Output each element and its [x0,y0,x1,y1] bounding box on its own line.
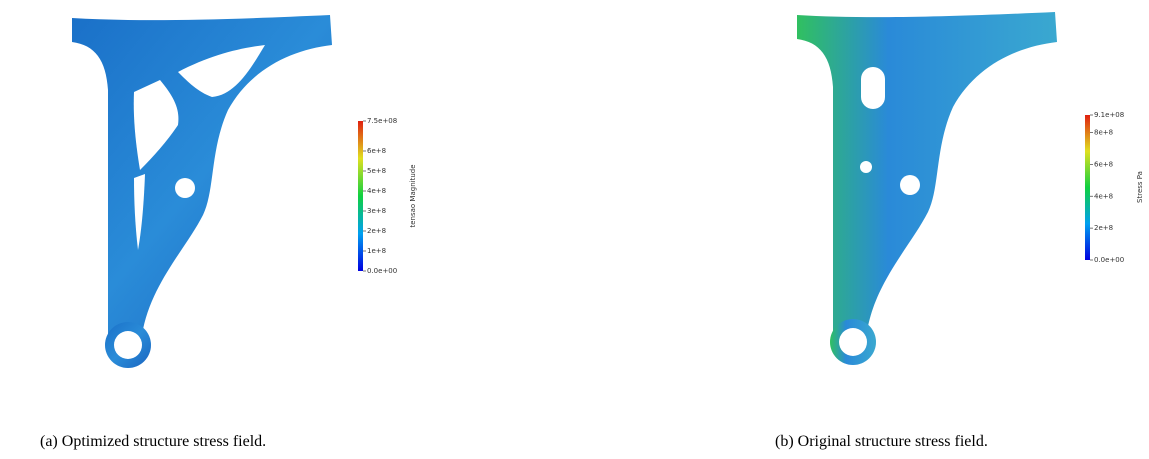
tick-label: 2e+8 [1094,224,1113,232]
tick-label: 1e+8 [367,247,386,255]
tick-label: 3e+8 [367,207,386,215]
tick-label: 4e+8 [1094,192,1113,200]
optimized-structure [72,15,332,368]
tick-label: 6e+8 [1094,160,1113,168]
tick-label: 7.5e+08 [367,117,397,125]
tick-label: 8e+8 [1094,129,1113,137]
caption: (b) Original structure stress field. [775,433,988,450]
tick-label: 2e+8 [367,227,386,235]
caption: (a) Optimized structure stress field. [40,433,266,450]
tick-label: 0.0e+00 [1094,256,1124,264]
tick-label: 0.0e+00 [367,267,397,275]
colorbar-title: Stress Pa [1136,171,1144,203]
colorbar [358,121,363,271]
tick-label: 4e+8 [367,187,386,195]
tick-label: 6e+8 [367,147,386,155]
colorbar [1085,115,1090,260]
tick-label: 5e+8 [367,167,386,175]
figure: (a) Optimized structure stress field. (b… [0,0,1149,459]
tick-label: 9.1e+08 [1094,111,1124,119]
colorbar-title: tensao Magnitude [409,164,417,227]
original-structure [797,12,1057,365]
